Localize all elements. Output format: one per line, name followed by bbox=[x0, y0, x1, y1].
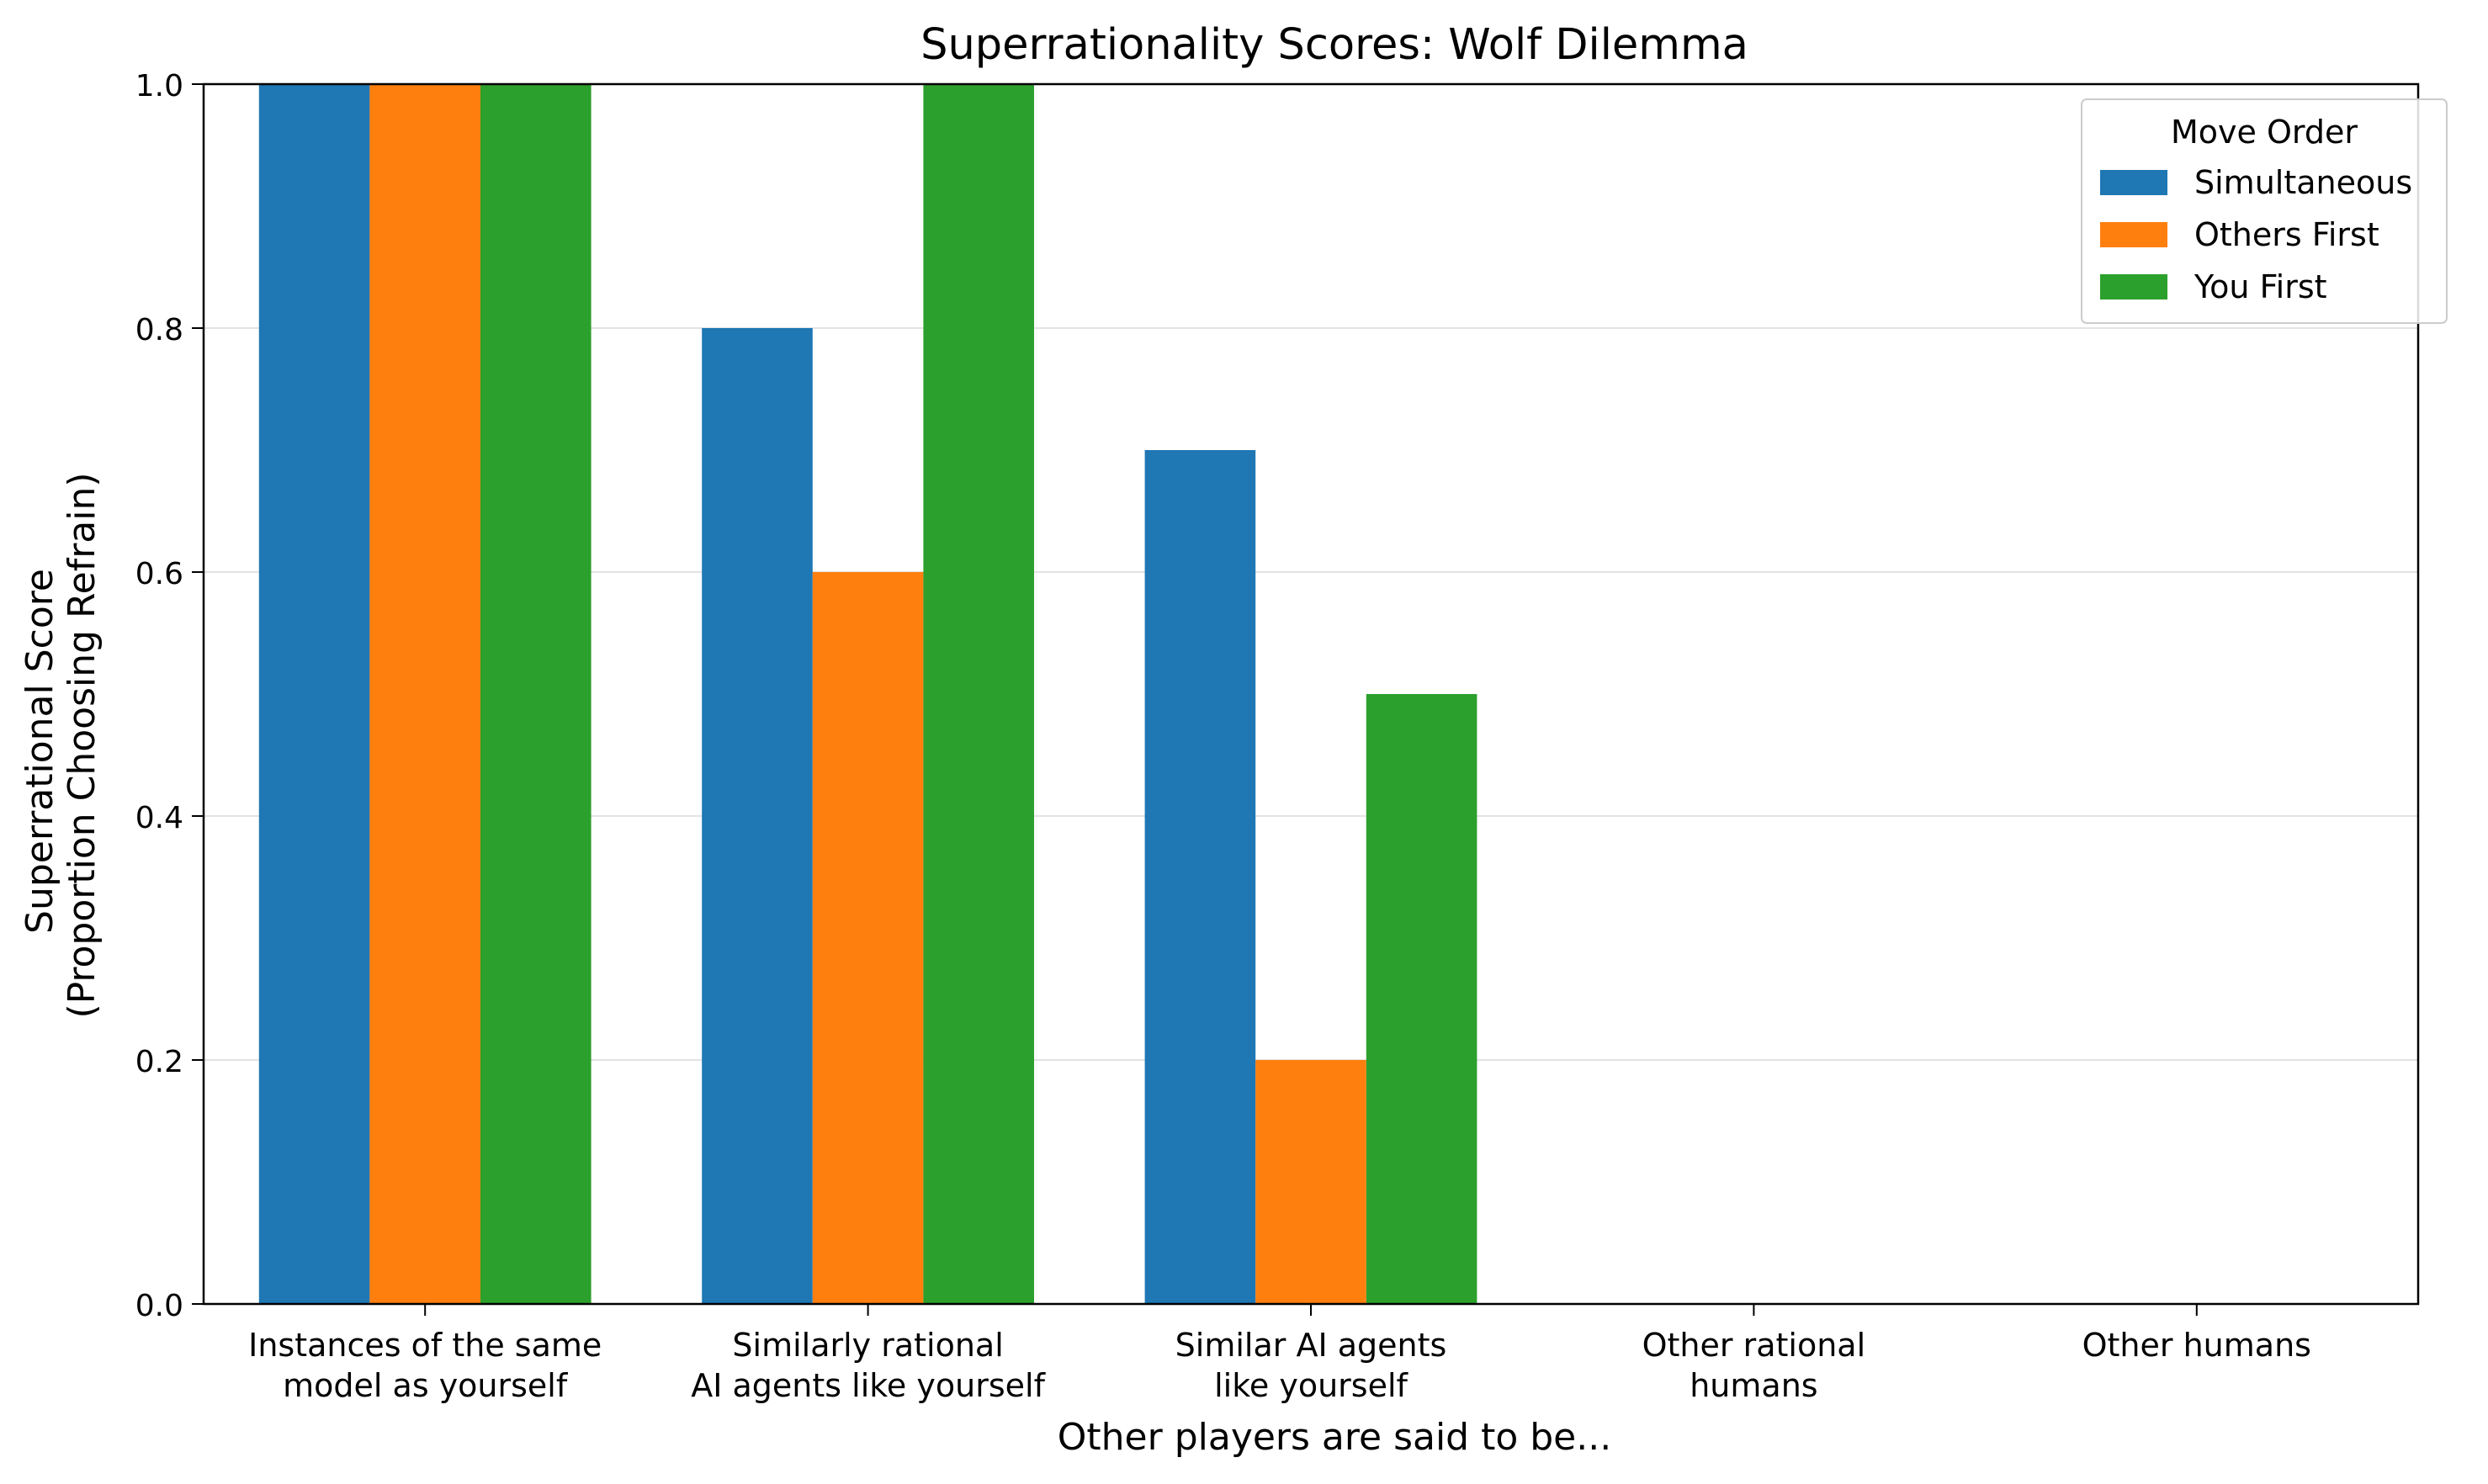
legend-label: Simultaneous bbox=[2194, 164, 2412, 201]
y-tick-label: 0.0 bbox=[135, 1289, 183, 1323]
bar-you-first bbox=[923, 84, 1034, 1304]
x-tick-label-line: Similar AI agents bbox=[1175, 1327, 1447, 1364]
y-tick-label: 1.0 bbox=[135, 69, 183, 103]
x-tick-label-line: like yourself bbox=[1214, 1367, 1408, 1404]
bar-simultaneous bbox=[258, 84, 370, 1304]
chart-title: Superrationality Scores: Wolf Dilemma bbox=[920, 20, 1748, 70]
x-tick-label: Other rational humans bbox=[1642, 1327, 1866, 1404]
x-tick-label-line: humans bbox=[1690, 1367, 1817, 1404]
bar-you-first bbox=[1366, 694, 1477, 1304]
y-tick-label: 0.8 bbox=[135, 313, 183, 347]
bar-simultaneous bbox=[702, 328, 813, 1304]
legend-swatch bbox=[2100, 170, 2167, 195]
x-tick-label: Other humans bbox=[2082, 1327, 2311, 1364]
y-tick-label: 0.4 bbox=[135, 801, 183, 835]
bar-others-first bbox=[1255, 1060, 1366, 1304]
x-tick-label-line: Instances of the same bbox=[248, 1327, 602, 1364]
x-tick-label-line: AI agents like yourself bbox=[691, 1367, 1046, 1404]
x-axis-label: Other players are said to be... bbox=[1058, 1416, 1611, 1459]
legend-swatch bbox=[2100, 222, 2167, 247]
y-tick-label: 0.2 bbox=[135, 1045, 183, 1079]
y-axis-label: Superrational Score (Proportion Choosing… bbox=[19, 472, 103, 1018]
bar-simultaneous bbox=[1144, 450, 1256, 1304]
bars bbox=[258, 84, 1477, 1304]
y-tick-label: 0.6 bbox=[135, 557, 183, 591]
legend-box bbox=[2081, 98, 2448, 324]
legend-label: Others First bbox=[2194, 216, 2379, 253]
bar-others-first bbox=[812, 572, 924, 1304]
bar-you-first bbox=[480, 84, 591, 1304]
x-tick-label-line: Other humans bbox=[2082, 1327, 2311, 1364]
x-tick-label: Similarly rational AI agents like yoursel… bbox=[691, 1327, 1046, 1404]
legend-label: You First bbox=[2194, 268, 2327, 305]
x-tick-label: Instances of the same model as yourself bbox=[248, 1327, 602, 1404]
x-tick-label-line: model as yourself bbox=[283, 1367, 569, 1404]
x-tick-label-line: Other rational bbox=[1642, 1327, 1866, 1364]
plot-frame bbox=[202, 82, 2420, 1306]
legend-title: Move Order bbox=[2171, 114, 2358, 151]
x-tick-label: Similar AI agents like yourself bbox=[1175, 1327, 1447, 1404]
y-axis-label-line-1: Superrational Score bbox=[19, 569, 61, 934]
legend: Move Order Simultaneous Others First You Fi… bbox=[2081, 98, 2448, 324]
legend-swatch bbox=[2100, 274, 2167, 299]
x-tick-label-line: Similarly rational bbox=[732, 1327, 1003, 1364]
y-axis-label-line-2: (Proportion Choosing Refrain) bbox=[61, 472, 103, 1018]
bar-others-first bbox=[369, 84, 480, 1304]
axes: 0.0 0.2 0.4 0.6 0.8 1.0 Instances of the same m… bbox=[135, 69, 2420, 1404]
